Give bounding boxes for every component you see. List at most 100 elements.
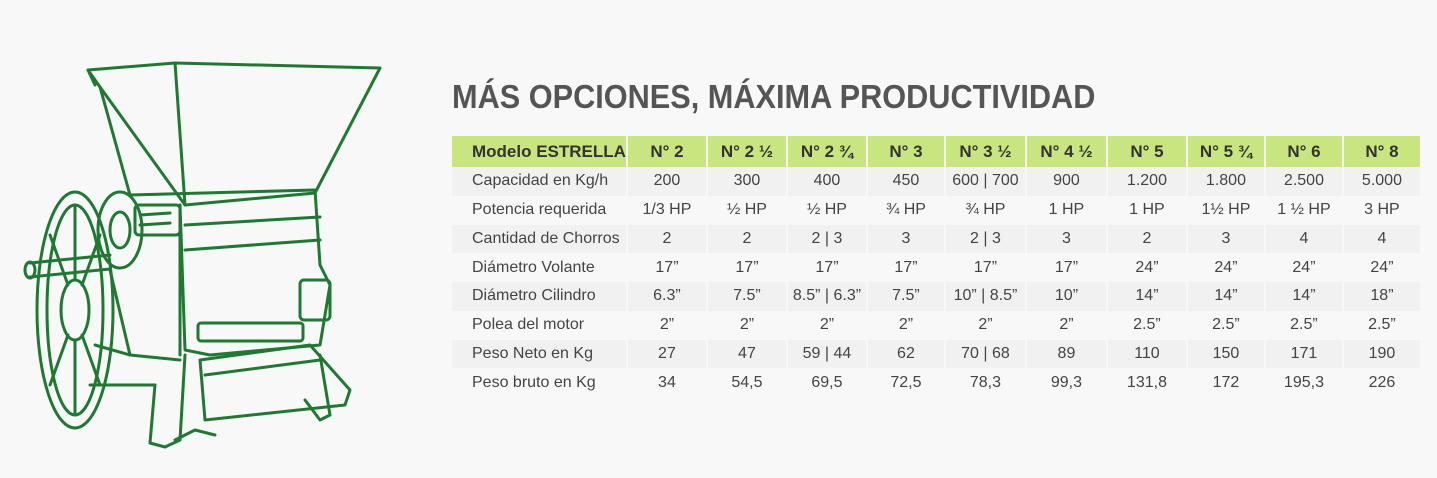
- header-cell: N° 2: [627, 136, 706, 167]
- specs-table: Modelo ESTRELLA N° 2 N° 2 ½ N° 2 ¾ N° 3 …: [450, 136, 1422, 397]
- header-cell: N° 8: [1343, 136, 1420, 167]
- table-cell: 17”: [1026, 253, 1106, 282]
- table-cell: 34: [627, 368, 706, 397]
- table-cell: 1 HP: [1107, 195, 1186, 225]
- table-cell: 450: [867, 167, 944, 196]
- header-cell: N° 4 ½: [1026, 136, 1106, 167]
- table-cell: 8.5” | 6.3”: [787, 282, 866, 311]
- table-cell: 24”: [1265, 253, 1342, 282]
- table-cell: 2: [1107, 224, 1186, 254]
- table-cell: 2 | 3: [787, 224, 866, 254]
- table-cell: 1.800: [1187, 167, 1264, 196]
- table-cell: 17”: [787, 253, 866, 282]
- table-cell: 2 | 3: [945, 224, 1025, 254]
- table-cell: 2.500: [1265, 167, 1342, 196]
- table-cell: 131,8: [1107, 368, 1186, 397]
- table-cell: 78,3: [945, 368, 1025, 397]
- table-row: Peso bruto en Kg 34 54,5 69,5 72,5 78,3 99,3 13…: [452, 368, 1420, 397]
- row-label: Diámetro Cilindro: [452, 282, 626, 311]
- table-cell: 2.5”: [1187, 310, 1264, 340]
- table-cell: 190: [1343, 339, 1420, 369]
- table-cell: 1.200: [1107, 167, 1186, 196]
- table-cell: 1/3 HP: [627, 195, 706, 225]
- table-row: Peso Neto en Kg 27 47 59 | 44 62 70 | 68 89 110…: [452, 339, 1420, 369]
- table-cell: 72,5: [867, 368, 944, 397]
- table-cell: 99,3: [1026, 368, 1106, 397]
- table-cell: 171: [1265, 339, 1342, 369]
- table-cell: 2”: [787, 310, 866, 340]
- table-cell: 62: [867, 339, 944, 369]
- table-cell: 7.5”: [707, 282, 786, 311]
- table-row: Capacidad en Kg/h 200 300 400 450 600 | 700 90…: [452, 167, 1420, 196]
- table-cell: 3: [1026, 224, 1106, 254]
- header-cell: Modelo ESTRELLA: [452, 136, 626, 167]
- table-cell: 18”: [1343, 282, 1420, 311]
- table-cell: 17”: [867, 253, 944, 282]
- table-cell: ¾ HP: [945, 195, 1025, 225]
- table-cell: 4: [1265, 224, 1342, 254]
- table-cell: 1½ HP: [1187, 195, 1264, 225]
- table-cell: 47: [707, 339, 786, 369]
- table-row: Diámetro Cilindro 6.3” 7.5” 8.5” | 6.3” 7.5”…: [452, 282, 1420, 311]
- table-cell: 2: [627, 224, 706, 254]
- table-row: Potencia requerida 1/3 HP ½ HP ½ HP ¾ HP ¾ HP…: [452, 195, 1420, 225]
- table-cell: 3: [1187, 224, 1264, 254]
- coffee-pulper-machine-icon: [23, 61, 382, 449]
- table-cell: 2.5”: [1107, 310, 1186, 340]
- header-cell: N° 5 ¾: [1187, 136, 1264, 167]
- header-cell: N° 2 ¾: [787, 136, 866, 167]
- table-cell: 14”: [1107, 282, 1186, 311]
- table-cell: 24”: [1107, 253, 1186, 282]
- table-cell: 195,3: [1265, 368, 1342, 397]
- table-cell: 7.5”: [867, 282, 944, 311]
- table-cell: ½ HP: [787, 195, 866, 225]
- table-cell: 2.5”: [1265, 310, 1342, 340]
- table-cell: 24”: [1343, 253, 1420, 282]
- table-cell: 17”: [945, 253, 1025, 282]
- table-cell: 226: [1343, 368, 1420, 397]
- table-cell: 600 | 700: [945, 167, 1025, 196]
- table-cell: 2”: [867, 310, 944, 340]
- header-cell: N° 3 ½: [945, 136, 1025, 167]
- table-row: Diámetro Volante 17” 17” 17” 17” 17” 17” 24” 24”…: [452, 253, 1420, 282]
- table-cell: 14”: [1265, 282, 1342, 311]
- table-cell: 69,5: [787, 368, 866, 397]
- table-cell: 4: [1343, 224, 1420, 254]
- header-cell: N° 3: [867, 136, 944, 167]
- table-cell: 24”: [1187, 253, 1264, 282]
- table-cell: ½ HP: [707, 195, 786, 225]
- table-cell: 2”: [627, 310, 706, 340]
- table-cell: 5.000: [1343, 167, 1420, 196]
- table-cell: 70 | 68: [945, 339, 1025, 369]
- table-cell: 2”: [945, 310, 1025, 340]
- table-cell: 400: [787, 167, 866, 196]
- row-label: Potencia requerida: [452, 195, 626, 225]
- table-cell: 54,5: [707, 368, 786, 397]
- header-cell: N° 5: [1107, 136, 1186, 167]
- row-label: Cantidad de Chorros: [452, 224, 626, 254]
- row-label: Capacidad en Kg/h: [452, 167, 626, 196]
- table-cell: 1 HP: [1026, 195, 1106, 225]
- table-cell: 14”: [1187, 282, 1264, 311]
- table-cell: ¾ HP: [867, 195, 944, 225]
- table-cell: 300: [707, 167, 786, 196]
- table-cell: 2.5”: [1343, 310, 1420, 340]
- table-cell: 110: [1107, 339, 1186, 369]
- table-cell: 89: [1026, 339, 1106, 369]
- table-cell: 17”: [707, 253, 786, 282]
- table-cell: 900: [1026, 167, 1106, 196]
- table-cell: 172: [1187, 368, 1264, 397]
- table-cell: 2”: [1026, 310, 1106, 340]
- table-cell: 10” | 8.5”: [945, 282, 1025, 311]
- table-cell: 59 | 44: [787, 339, 866, 369]
- header-cell: N° 2 ½: [707, 136, 786, 167]
- row-label: Peso bruto en Kg: [452, 368, 626, 397]
- table-cell: 17”: [627, 253, 706, 282]
- table-cell: 10”: [1026, 282, 1106, 311]
- table-cell: 150: [1187, 339, 1264, 369]
- table-row: Polea del motor 2” 2” 2” 2” 2” 2” 2.5” 2.5” 2.5” 2…: [452, 310, 1420, 340]
- page-title: MÁS OPCIONES, MÁXIMA PRODUCTIVIDAD: [452, 78, 1096, 115]
- table-cell: 3: [867, 224, 944, 254]
- table-cell: 1 ½ HP: [1265, 195, 1342, 225]
